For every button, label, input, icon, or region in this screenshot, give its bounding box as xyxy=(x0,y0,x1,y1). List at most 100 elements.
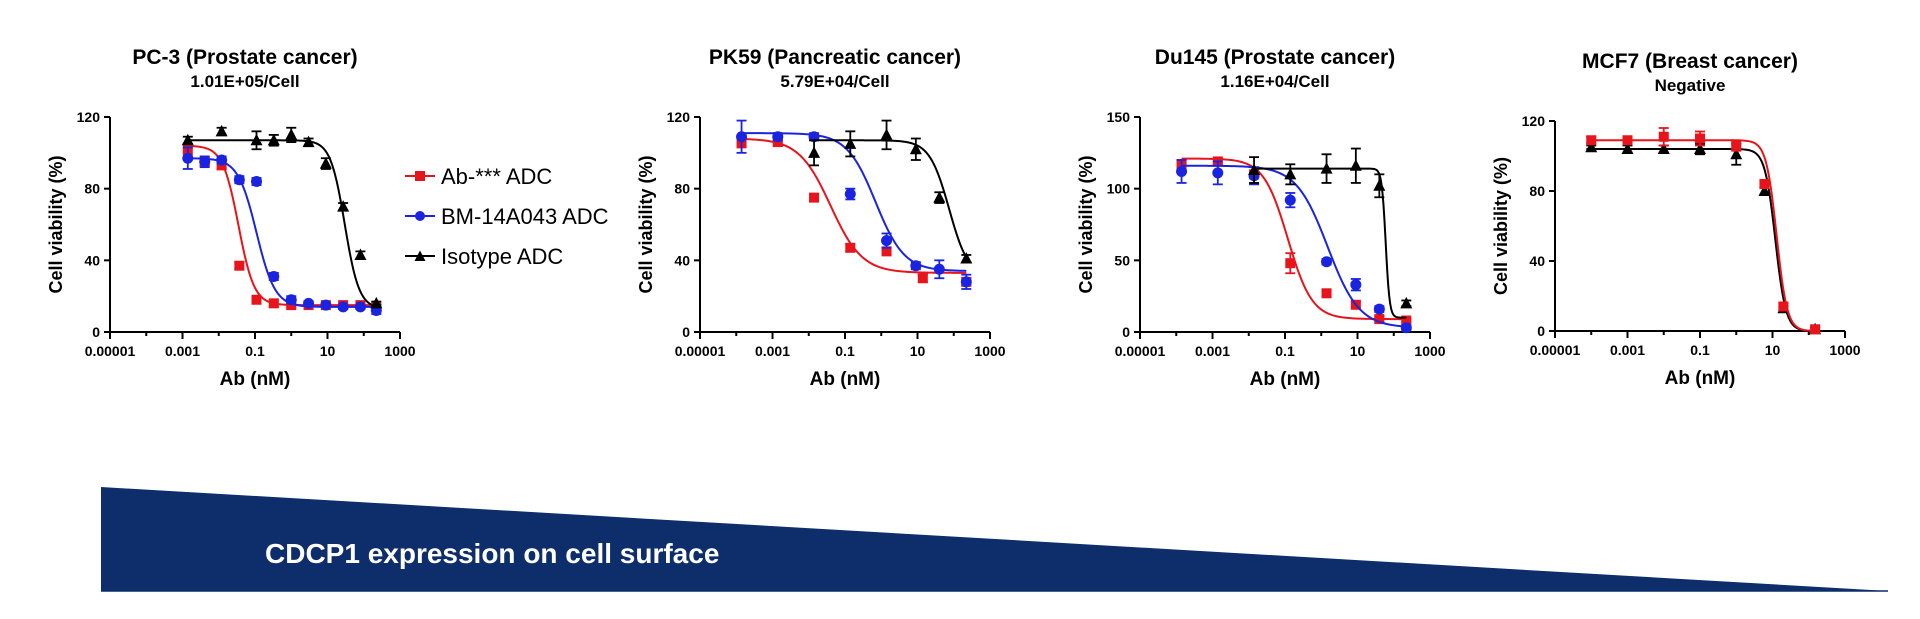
y-axis-label: Cell viability (%) xyxy=(636,155,656,293)
x-tick-label: 1000 xyxy=(1414,343,1445,359)
ab-series-point xyxy=(1401,315,1412,326)
iso-series-point xyxy=(319,157,332,169)
x-tick-label: 10 xyxy=(1765,342,1781,358)
iso-series-point xyxy=(844,137,857,149)
bm-series-point xyxy=(1176,165,1188,177)
iso-series-point xyxy=(1730,147,1743,160)
ab-series-point xyxy=(917,273,928,284)
x-tick-label: 1000 xyxy=(1829,342,1860,358)
legend-triangle-marker-icon xyxy=(414,250,426,261)
y-tick-label: 120 xyxy=(1522,113,1546,129)
x-tick-label: 0.1 xyxy=(835,343,855,359)
x-tick-label: 10 xyxy=(320,343,336,359)
y-tick-label: 40 xyxy=(1529,253,1545,269)
bm-series-point xyxy=(182,152,194,164)
ab-series-point xyxy=(1778,301,1789,312)
bm-series-point xyxy=(960,276,972,288)
legend-label-isotype-adc: Isotype ADC xyxy=(441,244,564,269)
y-axis-label: Cell viability (%) xyxy=(46,155,66,293)
chart-panel-2: PK59 (Pancreatic cancer) 5.79E+04/Cell 0 40… xyxy=(636,46,1006,390)
bm-series-point xyxy=(216,154,228,166)
y-tick-label: 80 xyxy=(84,181,100,197)
y-tick-label: 100 xyxy=(1107,181,1131,197)
ab-series-point xyxy=(809,192,820,203)
bm-series-point xyxy=(337,301,349,313)
iso-series-point xyxy=(1585,140,1598,153)
ab-series-point xyxy=(1731,140,1742,151)
bm-series-point xyxy=(1400,322,1412,334)
bm-series-fit-line xyxy=(187,157,377,308)
bm-series-point xyxy=(1350,279,1362,291)
iso-series-point xyxy=(1349,159,1362,171)
ab-series-point xyxy=(1658,131,1669,142)
y-tick-label: 0 xyxy=(92,324,100,340)
x-tick-label: 10 xyxy=(1350,343,1366,359)
iso-series-point xyxy=(267,133,280,146)
x-tick-label: 0.00001 xyxy=(1115,343,1166,359)
iso-series-point xyxy=(1758,184,1771,196)
x-tick-label: 0.1 xyxy=(1275,343,1295,359)
iso-series-point xyxy=(1320,162,1333,174)
x-tick-label: 0.1 xyxy=(1690,342,1710,358)
iso-series-point xyxy=(181,133,194,146)
ab-series-point xyxy=(234,260,245,271)
y-tick-label: 150 xyxy=(1107,109,1131,125)
bm-series-point xyxy=(233,174,245,186)
chart-title: PC-3 (Prostate cancer) xyxy=(132,46,357,69)
bm-series-point xyxy=(268,270,280,282)
iso-series-point xyxy=(909,142,922,155)
banner-label: CDCP1 expression on cell surface xyxy=(265,538,720,569)
legend-label-ab-adc: Ab-*** ADC xyxy=(441,164,553,189)
y-tick-label: 120 xyxy=(77,109,101,125)
iso-series-point xyxy=(1248,163,1261,176)
ab-series-point xyxy=(1321,288,1332,299)
bm-series-point xyxy=(844,188,856,200)
ab-series-fit-line xyxy=(187,144,377,307)
chart-subtitle: 1.16E+04/Cell xyxy=(1220,72,1329,91)
iso-series-point xyxy=(933,191,946,203)
y-tick-label: 80 xyxy=(1529,183,1545,199)
y-tick-label: 120 xyxy=(667,109,691,125)
chart-subtitle: Negative xyxy=(1655,76,1726,95)
iso-series-point xyxy=(302,135,315,148)
iso-series-point xyxy=(337,200,350,212)
bm-series-point xyxy=(1212,167,1224,179)
x-axis-label: Ab (nM) xyxy=(810,369,881,390)
x-tick-label: 0.00001 xyxy=(1530,342,1581,358)
x-tick-label: 0.001 xyxy=(755,343,790,359)
legend-label-bm-14a043-adc: BM-14A043 ADC xyxy=(441,204,609,229)
chart-subtitle: 5.79E+04/Cell xyxy=(780,72,889,91)
x-tick-label: 0.00001 xyxy=(85,343,136,359)
ab-series-point xyxy=(845,242,856,253)
bm-series-point xyxy=(881,235,893,247)
iso-series-point xyxy=(1373,179,1386,191)
expression-gradient-banner xyxy=(101,487,1888,591)
iso-series-point xyxy=(1400,296,1413,309)
chart-subtitle: 1.01E+05/Cell xyxy=(190,72,299,91)
ab-series-point xyxy=(251,294,262,305)
legend-circle-marker-icon xyxy=(415,211,425,221)
ab-series-point xyxy=(1622,135,1633,146)
y-tick-label: 40 xyxy=(84,252,100,268)
chart-title: PK59 (Pancreatic cancer) xyxy=(709,46,961,69)
bm-series-point xyxy=(1284,194,1296,206)
chart-title: MCF7 (Breast cancer) xyxy=(1582,50,1798,73)
iso-series-point xyxy=(1694,142,1706,154)
iso-series-fit-line xyxy=(814,139,968,259)
iso-series-point xyxy=(808,146,821,158)
y-tick-label: 0 xyxy=(1537,323,1545,339)
iso-series-point xyxy=(1621,142,1634,154)
y-tick-label: 50 xyxy=(1114,252,1130,268)
iso-series-point xyxy=(1657,142,1670,154)
chart-title: Du145 (Prostate cancer) xyxy=(1155,46,1395,69)
bm-series-point xyxy=(199,156,211,168)
y-tick-label: 0 xyxy=(1122,324,1130,340)
y-axis-label: Cell viability (%) xyxy=(1076,155,1096,293)
x-tick-label: 0.001 xyxy=(165,343,200,359)
chart-panel-4: MCF7 (Breast cancer) Negative 0 40 80 120 0.00… xyxy=(1491,50,1861,389)
y-tick-label: 80 xyxy=(674,181,690,197)
bm-series-point xyxy=(910,260,922,272)
iso-series-point xyxy=(880,128,893,140)
bm-series-point xyxy=(303,297,315,309)
